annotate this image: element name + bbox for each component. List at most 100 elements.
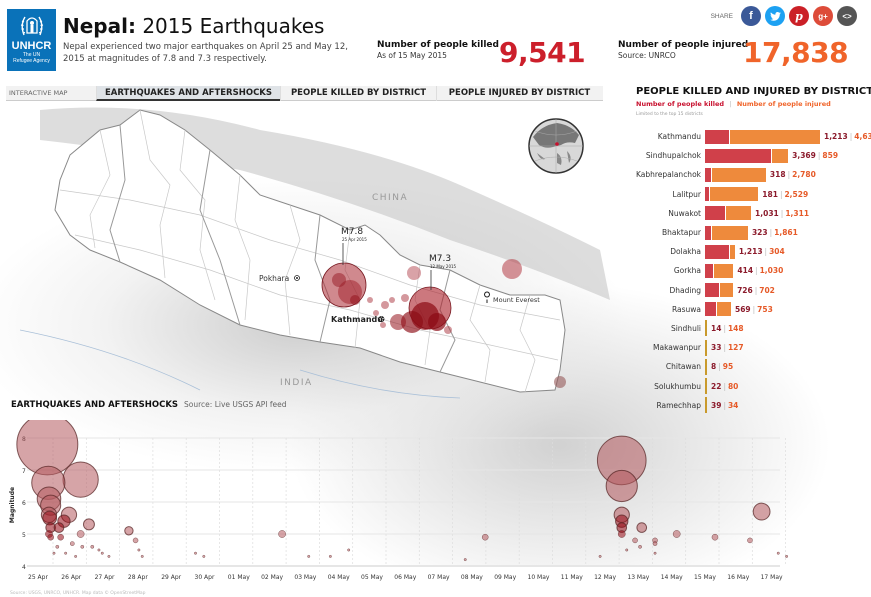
- district-bar[interactable]: [705, 339, 707, 356]
- district-row[interactable]: Makawanpur 33 | 127: [626, 338, 871, 357]
- district-row[interactable]: Kathmandu 1,213|4,634: [626, 127, 871, 146]
- quake-bubble[interactable]: [652, 541, 658, 546]
- district-row[interactable]: Solukhumbu 22 | 80: [626, 376, 871, 395]
- legend-injured[interactable]: Number of people injured: [736, 100, 831, 108]
- facebook-share-button[interactable]: f: [741, 6, 761, 26]
- quake-bubble[interactable]: [74, 554, 78, 558]
- district-bar[interactable]: [705, 187, 759, 202]
- page-description: Nepal experienced two major earthquakes …: [63, 42, 348, 64]
- quake-bubble[interactable]: [52, 551, 56, 555]
- quake-bubble[interactable]: [47, 533, 54, 541]
- district-bar[interactable]: [705, 358, 707, 375]
- epicenter-bubbles[interactable]: [321, 259, 566, 388]
- quake-bubble[interactable]: [776, 551, 780, 555]
- district-name: Kabhrepalanchok: [635, 170, 701, 180]
- district-bar[interactable]: [705, 225, 748, 240]
- quake-bubble[interactable]: [278, 530, 286, 538]
- district-name: Rasuwa: [671, 304, 701, 314]
- district-row[interactable]: Gorkha 414 | 1,030: [626, 261, 871, 280]
- quake-bubble[interactable]: [598, 554, 602, 558]
- district-row[interactable]: Kabhrepalanchok 318 | 2,780: [626, 165, 871, 184]
- quake-bubble[interactable]: [481, 533, 489, 541]
- quake-bubble[interactable]: [97, 548, 101, 552]
- quake-bubble[interactable]: [70, 541, 75, 546]
- quake-bubble[interactable]: [53, 522, 65, 533]
- district-bar[interactable]: [705, 129, 820, 144]
- m73-date: 12 May 2015: [430, 264, 457, 269]
- quake-bubble[interactable]: [347, 548, 351, 552]
- quake-bubble[interactable]: [632, 537, 638, 544]
- quake-bubble[interactable]: [57, 533, 64, 541]
- district-bar[interactable]: [705, 378, 707, 395]
- quake-bubble[interactable]: [64, 551, 68, 555]
- district-row[interactable]: Bhaktapur 323 | 1,861: [626, 223, 871, 242]
- quake-bubble[interactable]: [625, 548, 629, 552]
- google-plus-share-button[interactable]: g+: [813, 6, 833, 26]
- pinterest-share-button[interactable]: p: [789, 6, 809, 26]
- district-row[interactable]: Ramechhap 39 | 34: [626, 396, 871, 415]
- quake-bubble[interactable]: [82, 518, 95, 531]
- quake-bubble[interactable]: [132, 537, 139, 544]
- quake-bubble[interactable]: [617, 530, 626, 538]
- district-bar[interactable]: [705, 167, 766, 182]
- nepal-map[interactable]: CHINA INDIA M7.8 25 Apr 2015 M7.3 12 May…: [0, 100, 615, 400]
- district-row[interactable]: Rasuwa 569 | 753: [626, 300, 871, 319]
- unhcr-logo[interactable]: UNHCR The UN Refugee Agency: [7, 9, 56, 71]
- district-bar[interactable]: [705, 302, 731, 317]
- tab-people-injured[interactable]: PEOPLE INJURED BY DISTRICT: [436, 86, 602, 101]
- tab-people-killed[interactable]: PEOPLE KILLED BY DISTRICT: [280, 86, 436, 101]
- quake-bubble[interactable]: [747, 537, 753, 544]
- district-row[interactable]: Sindhuli 14 | 148: [626, 319, 871, 338]
- quake-bubble[interactable]: [463, 558, 467, 562]
- embed-button[interactable]: <>: [837, 6, 857, 26]
- district-bar[interactable]: [705, 397, 707, 414]
- timeline-source: Source: Live USGS API feed: [184, 400, 287, 409]
- quake-bubble[interactable]: [55, 544, 60, 549]
- quake-bubble[interactable]: [711, 533, 719, 541]
- injured-sub: Source: UNRCO: [618, 51, 676, 60]
- quake-bubble[interactable]: [90, 544, 95, 549]
- quake-bubble[interactable]: [653, 551, 657, 555]
- district-row[interactable]: Lalitpur 181 | 2,529: [626, 185, 871, 204]
- quake-bubble[interactable]: [752, 502, 771, 521]
- capital-star-icon: ✪: [378, 315, 385, 324]
- quake-bubble[interactable]: [328, 554, 332, 558]
- quake-bubble[interactable]: [638, 544, 642, 549]
- quake-bubble[interactable]: [194, 551, 197, 555]
- district-values: 3,369 | 859: [792, 151, 839, 161]
- district-bar[interactable]: [705, 320, 707, 337]
- svg-text:30 Apr: 30 Apr: [195, 574, 215, 581]
- quake-bubble[interactable]: [307, 554, 311, 558]
- quake-bubble[interactable]: [140, 554, 144, 558]
- district-row[interactable]: Sindhupalchok 3,369 | 859: [626, 146, 871, 165]
- quake-bubble[interactable]: [202, 554, 206, 558]
- quake-bubble[interactable]: [62, 461, 99, 498]
- quake-bubble[interactable]: [80, 544, 85, 549]
- district-row[interactable]: Chitawan 8 | 95: [626, 357, 871, 376]
- quake-bubble[interactable]: [672, 530, 681, 538]
- legend-killed[interactable]: Number of people killed: [636, 100, 725, 108]
- district-row[interactable]: Nuwakot 1,031 | 1,311: [626, 204, 871, 223]
- twitter-share-button[interactable]: [765, 6, 785, 26]
- quake-bubble[interactable]: [76, 530, 85, 538]
- district-name: Gorkha: [673, 266, 701, 276]
- district-row[interactable]: Dhading 726 | 702: [626, 281, 871, 300]
- quake-bubble[interactable]: [107, 554, 111, 558]
- svg-text:09 May: 09 May: [494, 574, 516, 581]
- svg-text:25 Apr: 25 Apr: [28, 574, 48, 581]
- quake-bubble[interactable]: [785, 554, 789, 558]
- quake-bubble[interactable]: [100, 551, 104, 555]
- district-bar[interactable]: [705, 244, 735, 259]
- quake-bubble[interactable]: [124, 526, 134, 536]
- quake-bubble[interactable]: [605, 469, 638, 503]
- district-bar[interactable]: [705, 283, 734, 298]
- tab-earthquakes[interactable]: EARTHQUAKES AND AFTERSHOCKS: [96, 86, 280, 101]
- quake-bubble[interactable]: [636, 522, 648, 533]
- district-values: 181 | 2,529: [762, 189, 809, 199]
- district-bar[interactable]: [705, 206, 752, 221]
- district-row[interactable]: Dolakha 1,213 | 304: [626, 242, 871, 261]
- district-bar[interactable]: [705, 148, 789, 163]
- quake-bubble[interactable]: [137, 548, 141, 552]
- district-bar[interactable]: [705, 263, 734, 278]
